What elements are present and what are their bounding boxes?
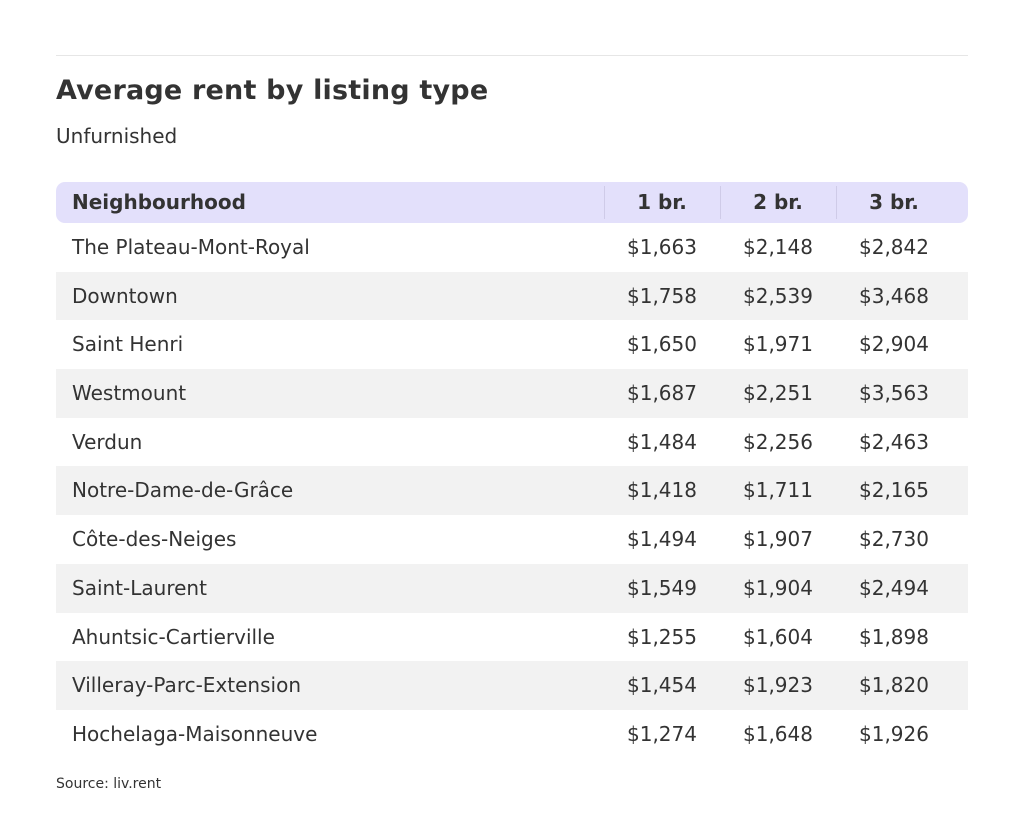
- cell-2br: $2,148: [743, 235, 813, 259]
- cell-2br: $1,904: [743, 575, 813, 600]
- cell-2br: $1,971: [743, 332, 813, 357]
- cell-neighbourhood: Villeray-Parc-Extension: [72, 673, 301, 698]
- cell-3br: $1,926: [859, 721, 929, 746]
- table-row: Hochelaga-Maisonneuve $1,274 $1,648 $1,926: [56, 710, 968, 759]
- table-row: Côte-des-Neiges $1,494 $1,907 $2,730: [56, 515, 968, 564]
- cell-neighbourhood: The Plateau-Mont-Royal: [72, 235, 310, 259]
- cell-neighbourhood: Downtown: [72, 283, 178, 308]
- table-row: Notre-Dame-de-Grâce $1,418 $1,711 $2,165: [56, 466, 968, 516]
- header-separator: [836, 186, 837, 219]
- cell-neighbourhood: Côte-des-Neiges: [72, 527, 237, 552]
- cell-1br: $1,687: [627, 381, 697, 406]
- table-row: Downtown $1,758 $2,539 $3,468: [56, 271, 968, 321]
- cell-2br: $1,923: [743, 673, 813, 698]
- cell-1br: $1,255: [627, 624, 697, 649]
- cell-3br: $1,898: [859, 624, 929, 649]
- cell-neighbourhood: Westmount: [72, 381, 187, 406]
- cell-2br: $1,648: [743, 721, 813, 746]
- cell-1br: $1,454: [627, 673, 697, 698]
- cell-neighbourhood: Saint-Laurent: [72, 575, 207, 600]
- cell-1br: $1,549: [627, 575, 697, 600]
- rent-table: Neighbourhood 1 br. 2 br. 3 br. The Plat…: [56, 182, 968, 759]
- column-header-1br: 1 br.: [637, 190, 687, 214]
- cell-2br: $1,604: [743, 624, 813, 649]
- cell-neighbourhood: Verdun: [72, 429, 143, 454]
- cell-3br: $1,820: [859, 673, 929, 698]
- top-divider: [56, 55, 968, 56]
- cell-neighbourhood: Saint Henri: [72, 332, 184, 357]
- cell-3br: $3,563: [859, 381, 929, 406]
- table-row: Villeray-Parc-Extension $1,454 $1,923 $1,82…: [56, 661, 968, 710]
- header-separator: [604, 186, 605, 219]
- table-body: The Plateau-Mont-Royal $1,663 $2,148 $2,842…: [56, 223, 968, 759]
- header-separator: [720, 186, 721, 219]
- column-header-2br: 2 br.: [753, 190, 803, 214]
- cell-2br: $2,256: [743, 429, 813, 454]
- cell-neighbourhood: Hochelaga-Maisonneuve: [72, 721, 318, 746]
- chart-title: Average rent by listing type: [56, 75, 489, 106]
- table-row: Ahuntsic-Cartierville $1,255 $1,604 $1,898: [56, 613, 968, 662]
- cell-2br: $2,539: [743, 283, 813, 308]
- cell-neighbourhood: Ahuntsic-Cartierville: [72, 624, 275, 649]
- cell-1br: $1,494: [627, 527, 697, 552]
- table-row: Verdun $1,484 $2,256 $2,463: [56, 418, 968, 467]
- table-row: Saint-Laurent $1,549 $1,904 $2,494: [56, 563, 968, 613]
- chart-subtitle: Unfurnished: [56, 124, 178, 148]
- table-row: The Plateau-Mont-Royal $1,663 $2,148 $2,842: [56, 223, 968, 272]
- column-header-3br: 3 br.: [869, 190, 919, 214]
- cell-3br: $2,463: [859, 429, 929, 454]
- cell-1br: $1,418: [627, 478, 697, 503]
- table-row: Westmount $1,687 $2,251 $3,563: [56, 369, 968, 418]
- source-note: Source: liv.rent: [56, 776, 162, 792]
- cell-1br: $1,663: [627, 235, 697, 259]
- cell-3br: $3,468: [859, 283, 929, 308]
- cell-1br: $1,758: [627, 283, 697, 308]
- cell-2br: $1,711: [743, 478, 813, 503]
- column-header-neighbourhood: Neighbourhood: [72, 190, 246, 214]
- table-row: Saint Henri $1,650 $1,971 $2,904: [56, 320, 968, 369]
- cell-1br: $1,650: [627, 332, 697, 357]
- cell-1br: $1,484: [627, 429, 697, 454]
- cell-3br: $2,904: [859, 332, 929, 357]
- cell-3br: $2,165: [859, 478, 929, 503]
- cell-2br: $2,251: [743, 381, 813, 406]
- cell-3br: $2,730: [859, 527, 929, 552]
- cell-3br: $2,842: [859, 235, 929, 259]
- cell-3br: $2,494: [859, 575, 929, 600]
- table-header: Neighbourhood 1 br. 2 br. 3 br.: [56, 182, 968, 223]
- cell-2br: $1,907: [743, 527, 813, 552]
- cell-neighbourhood: Notre-Dame-de-Grâce: [72, 478, 294, 503]
- cell-1br: $1,274: [627, 721, 697, 746]
